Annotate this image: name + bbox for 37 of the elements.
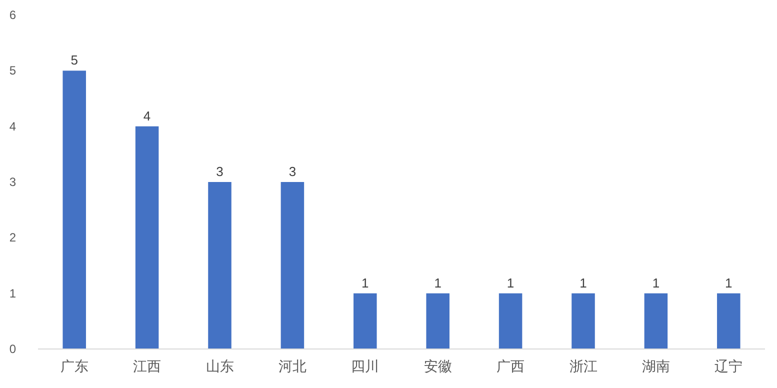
x-tick-label: 广西 [496, 358, 525, 374]
data-label: 5 [70, 52, 78, 68]
x-tick-label: 辽宁 [714, 358, 743, 374]
data-label: 1 [652, 275, 660, 290]
data-label: 1 [580, 275, 587, 290]
data-label: 1 [362, 275, 369, 290]
data-label: 4 [143, 108, 151, 124]
bar [572, 293, 595, 349]
bar [426, 293, 450, 349]
x-tick-label: 山东 [206, 358, 234, 374]
x-tick-label: 江西 [133, 358, 162, 374]
y-tick-label: 5 [9, 64, 16, 78]
data-label: 1 [434, 275, 442, 290]
bar [354, 293, 377, 349]
bar [717, 293, 740, 349]
data-label: 1 [725, 275, 732, 290]
data-label: 1 [506, 275, 514, 290]
bar [280, 182, 304, 349]
x-tick-label: 四川 [351, 358, 380, 374]
bar [498, 293, 522, 349]
bar [62, 70, 86, 349]
x-tick-label: 安徽 [424, 358, 452, 374]
x-tick-label: 广东 [60, 358, 88, 374]
x-tick-label: 湖南 [642, 358, 670, 374]
x-tick-label: 河北 [278, 358, 306, 374]
y-tick-label: 0 [9, 342, 16, 356]
data-label: 3 [288, 164, 296, 179]
data-label: 3 [216, 164, 224, 179]
bar [644, 293, 668, 349]
y-tick-label: 1 [9, 286, 16, 300]
y-tick-label: 4 [9, 119, 16, 134]
y-tick-label: 2 [9, 230, 16, 245]
bar [208, 182, 232, 349]
bar [135, 126, 159, 349]
y-tick-label: 6 [9, 8, 16, 22]
x-tick-label: 浙江 [569, 358, 598, 374]
y-tick-label: 3 [9, 175, 16, 189]
